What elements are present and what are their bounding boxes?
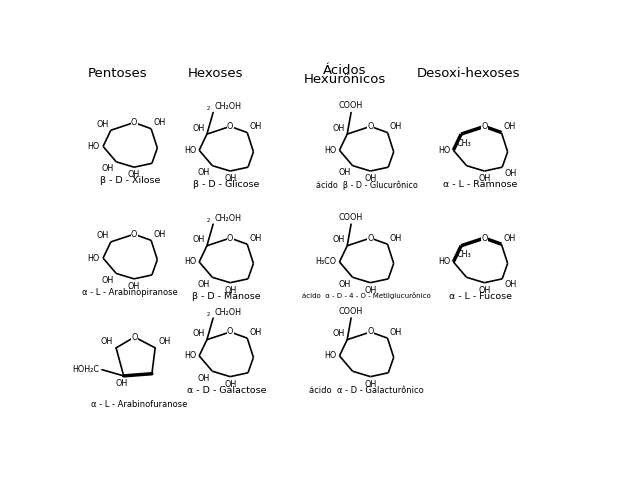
Text: HO: HO	[87, 253, 100, 262]
Text: α - L - Arabinofuranose: α - L - Arabinofuranose	[91, 400, 188, 409]
Text: OH: OH	[332, 329, 345, 338]
Text: OH: OH	[153, 118, 166, 127]
Text: O: O	[367, 234, 374, 243]
Text: β - D - Glicose: β - D - Glicose	[193, 180, 260, 189]
Text: O: O	[481, 122, 487, 131]
Text: HOH₂C: HOH₂C	[73, 365, 100, 374]
Text: α - L - Fucose: α - L - Fucose	[449, 292, 512, 301]
Text: OH: OH	[478, 174, 490, 183]
Text: OH: OH	[249, 122, 262, 131]
Text: OH: OH	[365, 174, 376, 183]
Text: O: O	[131, 230, 137, 239]
Text: OH: OH	[390, 328, 402, 337]
Text: H₃CO: H₃CO	[315, 257, 336, 266]
Text: 2: 2	[206, 311, 210, 317]
Text: HO: HO	[324, 351, 336, 360]
Text: O: O	[367, 328, 374, 337]
Text: COOH: COOH	[339, 307, 363, 316]
Text: OH: OH	[153, 230, 166, 239]
Text: O: O	[227, 234, 233, 243]
Text: OH: OH	[224, 174, 236, 183]
Text: COOH: COOH	[339, 213, 363, 222]
Text: 2: 2	[206, 218, 210, 223]
Text: ácido  α - D - 4 - O - Metilglucurônico: ácido α - D - 4 - O - Metilglucurônico	[302, 292, 431, 299]
Text: OH: OH	[198, 374, 210, 383]
Text: HO: HO	[438, 257, 450, 266]
Text: O: O	[367, 122, 374, 131]
Text: OH: OH	[192, 329, 205, 338]
Text: OH: OH	[390, 234, 402, 243]
Text: OH: OH	[102, 164, 114, 173]
Text: OH: OH	[505, 280, 517, 290]
Text: OH: OH	[115, 379, 128, 388]
Text: OH: OH	[128, 282, 140, 291]
Text: OH: OH	[332, 235, 345, 244]
Text: ácido  α - D - Galacturônico: ácido α - D - Galacturônico	[309, 386, 424, 395]
Text: α - L - Arabinopiranose: α - L - Arabinopiranose	[82, 288, 178, 297]
Text: HO: HO	[184, 146, 196, 155]
Text: Hexurônicos: Hexurônicos	[304, 73, 386, 86]
Text: OH: OH	[478, 286, 490, 295]
Text: HO: HO	[184, 351, 196, 360]
Text: OH: OH	[249, 234, 262, 243]
Text: CH₂OH: CH₂OH	[215, 307, 242, 317]
Text: OH: OH	[365, 380, 376, 389]
Text: Desoxi-hexoses: Desoxi-hexoses	[417, 67, 521, 80]
Text: OH: OH	[249, 328, 262, 337]
Text: β - D - Manose: β - D - Manose	[192, 292, 260, 301]
Text: HO: HO	[87, 142, 100, 151]
Text: OH: OH	[338, 168, 350, 177]
Text: CH₃: CH₃	[456, 250, 471, 259]
Text: O: O	[481, 234, 487, 243]
Text: OH: OH	[365, 286, 376, 295]
Text: OH: OH	[390, 122, 402, 131]
Text: OH: OH	[96, 120, 108, 129]
Text: OH: OH	[503, 122, 516, 131]
Text: CH₃: CH₃	[456, 139, 471, 148]
Text: HO: HO	[184, 257, 196, 266]
Text: OH: OH	[505, 169, 517, 178]
Text: OH: OH	[96, 231, 108, 241]
Text: OH: OH	[198, 280, 210, 289]
Text: OH: OH	[503, 234, 516, 243]
Text: CH₂OH: CH₂OH	[215, 102, 242, 111]
Text: OH: OH	[198, 168, 210, 177]
Text: CH₂OH: CH₂OH	[215, 214, 242, 223]
Text: Pentoses: Pentoses	[88, 67, 148, 80]
Text: OH: OH	[332, 124, 345, 133]
Text: OH: OH	[158, 337, 170, 346]
Text: O: O	[131, 118, 137, 127]
Text: O: O	[227, 328, 233, 337]
Text: Ácidos: Ácidos	[323, 64, 366, 77]
Text: HO: HO	[324, 146, 336, 155]
Text: Hexoses: Hexoses	[188, 67, 243, 80]
Text: OH: OH	[192, 124, 205, 133]
Text: 2: 2	[206, 106, 210, 111]
Text: COOH: COOH	[339, 101, 363, 110]
Text: OH: OH	[224, 380, 236, 389]
Text: OH: OH	[102, 276, 114, 285]
Text: α - L - Ramnose: α - L - Ramnose	[443, 180, 518, 189]
Text: O: O	[227, 122, 233, 131]
Text: β - D - Xilose: β - D - Xilose	[100, 176, 161, 186]
Text: ácido  β - D - Glucurônico: ácido β - D - Glucurônico	[316, 180, 417, 190]
Text: HO: HO	[438, 146, 450, 155]
Text: OH: OH	[128, 170, 140, 179]
Text: OH: OH	[192, 235, 205, 244]
Text: O: O	[131, 333, 138, 342]
Text: OH: OH	[338, 280, 350, 289]
Text: OH: OH	[224, 286, 236, 295]
Text: α - D - Galactose: α - D - Galactose	[187, 386, 266, 395]
Text: OH: OH	[100, 337, 113, 346]
